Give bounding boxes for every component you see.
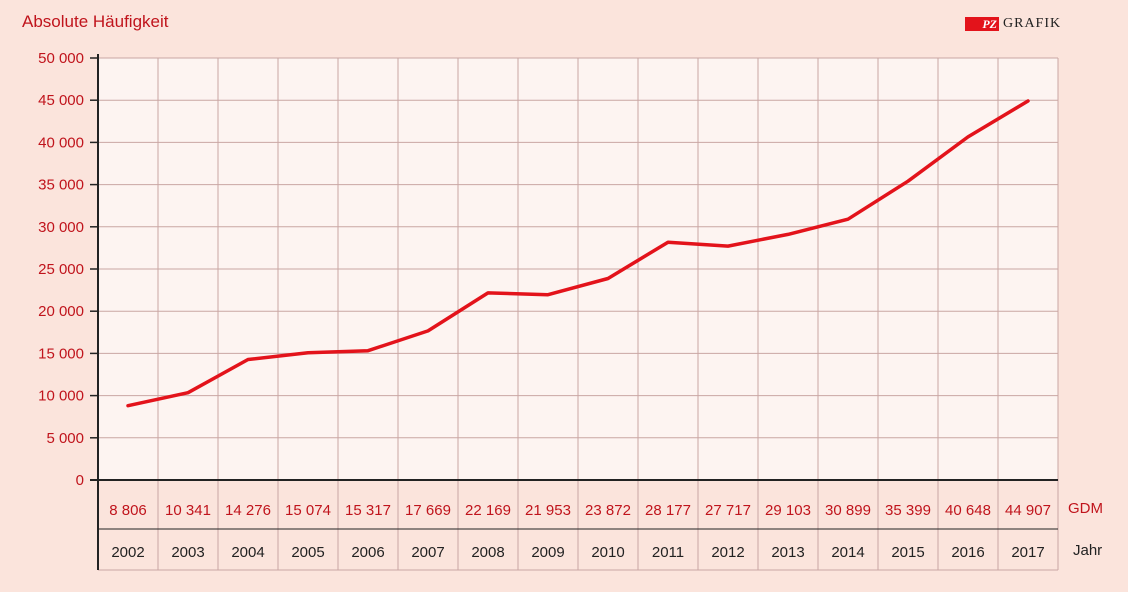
gdm-value-label: 15 317	[345, 502, 391, 519]
gdm-value-label: 10 341	[165, 502, 211, 519]
gdm-value-label: 44 907	[1005, 502, 1051, 519]
gdm-value-label: 8 806	[109, 502, 147, 519]
gdm-series-line	[126, 99, 1030, 408]
y-tick-label: 15 000	[38, 345, 84, 362]
x-tick-label-year: 2016	[951, 544, 984, 561]
gdm-row-label: GDM	[1068, 500, 1103, 517]
x-tick-label-year: 2005	[291, 544, 324, 561]
x-tick-label-year: 2015	[891, 544, 924, 561]
y-tick-label: 35 000	[38, 177, 84, 194]
grafik-label: GRAFIK	[1003, 16, 1062, 31]
y-tick-label: 5 000	[46, 430, 84, 447]
y-tick-label: 40 000	[38, 134, 84, 151]
y-tick-label: 30 000	[38, 219, 84, 236]
x-tick-label-year: 2004	[231, 544, 264, 561]
gdm-value-label: 23 872	[585, 502, 631, 519]
x-tick-label-year: 2010	[591, 544, 624, 561]
pz-logo-mark: PZ	[965, 17, 999, 31]
x-tick-label-year: 2007	[411, 544, 444, 561]
gdm-value-label: 28 177	[645, 502, 691, 519]
gdm-value-label: 27 717	[705, 502, 751, 519]
x-tick-label-year: 2012	[711, 544, 744, 561]
y-tick-label: 50 000	[38, 50, 84, 67]
x-tick-label-year: 2014	[831, 544, 864, 561]
y-tick-label: 25 000	[38, 261, 84, 278]
x-tick-label-year: 2013	[771, 544, 804, 561]
gdm-value-label: 21 953	[525, 502, 571, 519]
y-tick-label: 45 000	[38, 92, 84, 109]
y-tick-label: 20 000	[38, 303, 84, 320]
x-tick-label-year: 2006	[351, 544, 384, 561]
x-tick-label-year: 2003	[171, 544, 204, 561]
y-tick-label: 10 000	[38, 388, 84, 405]
pz-grafik-logo: PZ GRAFIK	[965, 16, 1061, 32]
gdm-value-label: 29 103	[765, 502, 811, 519]
y-axis-title: Absolute Häufigkeit	[22, 12, 169, 31]
gdm-value-label: 15 074	[285, 502, 331, 519]
gdm-value-label: 35 399	[885, 502, 931, 519]
y-tick-label: 0	[76, 472, 84, 489]
gdm-value-label: 17 669	[405, 502, 451, 519]
x-tick-label-year: 2017	[1011, 544, 1044, 561]
gdm-value-label: 14 276	[225, 502, 271, 519]
x-tick-label-year: 2011	[652, 544, 684, 561]
gdm-value-label: 40 648	[945, 502, 991, 519]
year-row-label: Jahr	[1073, 542, 1103, 559]
x-tick-label-year: 2009	[531, 544, 564, 561]
x-tick-label-year: 2008	[471, 544, 504, 561]
gdm-value-label: 22 169	[465, 502, 511, 519]
gdm-value-label: 30 899	[825, 502, 871, 519]
x-tick-label-year: 2002	[111, 544, 144, 561]
